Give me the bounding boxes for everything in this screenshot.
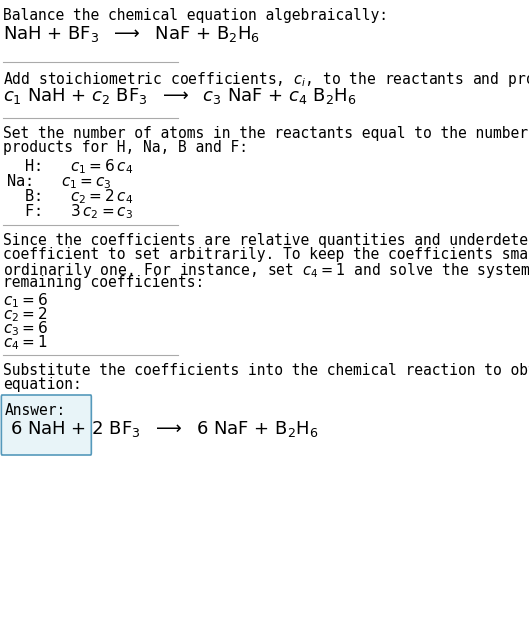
Text: Na:   $c_1 = c_3$: Na: $c_1 = c_3$ xyxy=(6,172,112,191)
Text: coefficient to set arbitrarily. To keep the coefficients small, the arbitrary va: coefficient to set arbitrarily. To keep … xyxy=(3,247,529,262)
Text: $c_3 = 6$: $c_3 = 6$ xyxy=(3,319,48,338)
Text: $c_1$ NaH + $c_2$ BF$_3$  $\longrightarrow$  $c_3$ NaF + $c_4$ B$_2$H$_6$: $c_1$ NaH + $c_2$ BF$_3$ $\longrightarro… xyxy=(3,86,356,106)
Text: $c_2 = 2$: $c_2 = 2$ xyxy=(3,305,47,324)
Text: F:   $3\,c_2 = c_3$: F: $3\,c_2 = c_3$ xyxy=(6,202,133,221)
Text: $c_4 = 1$: $c_4 = 1$ xyxy=(3,333,47,352)
Text: Add stoichiometric coefficients, $c_i$, to the reactants and products:: Add stoichiometric coefficients, $c_i$, … xyxy=(3,70,529,89)
Text: $c_1 = 6$: $c_1 = 6$ xyxy=(3,291,48,310)
Text: Set the number of atoms in the reactants equal to the number of atoms in the: Set the number of atoms in the reactants… xyxy=(3,126,529,141)
Text: remaining coefficients:: remaining coefficients: xyxy=(3,275,204,290)
Text: Answer:: Answer: xyxy=(5,403,66,418)
Text: Since the coefficients are relative quantities and underdetermined, choose a: Since the coefficients are relative quan… xyxy=(3,233,529,248)
Text: 6 NaH + 2 BF$_3$  $\longrightarrow$  6 NaF + B$_2$H$_6$: 6 NaH + 2 BF$_3$ $\longrightarrow$ 6 NaF… xyxy=(10,419,319,439)
Text: H:   $c_1 = 6\,c_4$: H: $c_1 = 6\,c_4$ xyxy=(6,157,133,176)
Text: ordinarily one. For instance, set $c_4 = 1$ and solve the system of equations fo: ordinarily one. For instance, set $c_4 =… xyxy=(3,261,529,280)
Text: Substitute the coefficients into the chemical reaction to obtain the balanced: Substitute the coefficients into the che… xyxy=(3,363,529,378)
Text: equation:: equation: xyxy=(3,377,81,392)
Text: Balance the chemical equation algebraically:: Balance the chemical equation algebraica… xyxy=(3,8,388,23)
Text: products for H, Na, B and F:: products for H, Na, B and F: xyxy=(3,140,248,155)
FancyBboxPatch shape xyxy=(2,395,92,455)
Text: NaH + BF$_3$  $\longrightarrow$  NaF + B$_2$H$_6$: NaH + BF$_3$ $\longrightarrow$ NaF + B$_… xyxy=(3,24,260,44)
Text: B:   $c_2 = 2\,c_4$: B: $c_2 = 2\,c_4$ xyxy=(6,187,133,206)
